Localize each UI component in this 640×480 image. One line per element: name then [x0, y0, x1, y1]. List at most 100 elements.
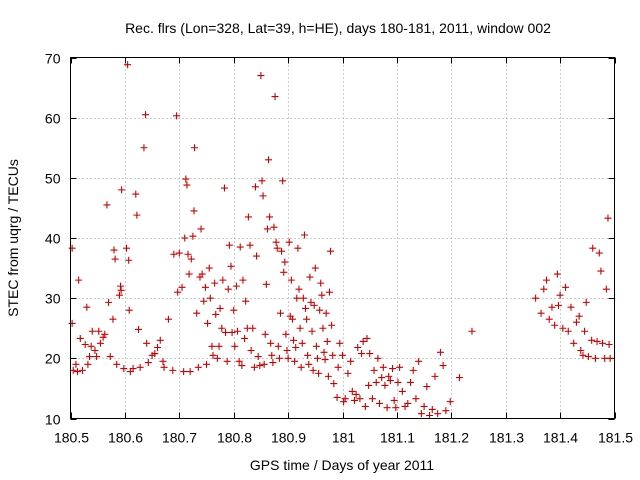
data-point: [356, 395, 364, 403]
data-point: [319, 324, 327, 332]
x-tick-label: 180.9: [271, 430, 306, 446]
data-point: [95, 327, 103, 335]
data-point: [109, 315, 117, 323]
y-tick-label: 60: [45, 111, 61, 127]
y-tick-label: 30: [45, 291, 61, 307]
data-point: [288, 315, 296, 323]
data-point: [84, 360, 92, 368]
data-point: [274, 342, 282, 350]
data-point: [365, 381, 373, 389]
data-point: [242, 297, 250, 305]
data-point: [439, 362, 447, 370]
data-point: [113, 360, 121, 368]
data-point: [287, 276, 295, 284]
data-point: [572, 318, 580, 326]
data-point: [291, 357, 299, 365]
data-point: [76, 334, 84, 342]
data-point: [446, 398, 454, 406]
axis-ticks: [70, 57, 616, 420]
data-point: [272, 238, 280, 246]
data-point: [589, 244, 597, 252]
data-point: [604, 214, 612, 222]
data-point: [340, 398, 348, 406]
data-point: [545, 315, 553, 323]
data-point: [436, 348, 444, 356]
data-point: [156, 336, 164, 344]
data-point: [540, 285, 548, 293]
data-point: [396, 363, 404, 371]
data-point: [407, 378, 414, 386]
data-point: [581, 327, 589, 335]
data-point: [267, 339, 275, 347]
data-point: [269, 359, 277, 367]
data-point: [225, 241, 233, 249]
data-point: [330, 380, 338, 388]
data-point: [392, 404, 400, 412]
data-point: [178, 283, 186, 291]
data-point: [271, 93, 279, 101]
data-point: [101, 330, 109, 338]
data-point: [190, 207, 198, 215]
data-point: [184, 250, 192, 258]
data-point: [118, 186, 126, 194]
grid-lines: [70, 57, 615, 419]
data-point: [442, 407, 450, 415]
data-point: [582, 298, 590, 306]
x-tick-label: 181.4: [543, 430, 578, 446]
data-point: [203, 360, 210, 368]
data-point: [249, 324, 257, 332]
data-point: [91, 347, 99, 355]
data-point: [185, 270, 193, 278]
data-point: [129, 365, 137, 373]
data-point: [246, 241, 254, 249]
data-point: [209, 351, 217, 359]
data-points: [68, 61, 614, 419]
data-point: [268, 351, 276, 359]
data-point: [379, 363, 387, 371]
data-point: [96, 339, 104, 347]
data-point: [187, 255, 195, 263]
data-point: [276, 309, 284, 317]
data-point: [374, 354, 382, 362]
data-point: [74, 368, 82, 376]
data-point: [570, 339, 578, 347]
data-point: [599, 339, 607, 347]
data-point: [257, 72, 265, 80]
data-point: [232, 282, 240, 290]
data-point: [321, 356, 329, 364]
data-point: [324, 372, 332, 380]
data-point: [81, 340, 89, 348]
data-point: [222, 328, 230, 336]
data-point: [354, 344, 362, 352]
data-point: [238, 362, 246, 370]
data-point: [352, 390, 360, 398]
data-point: [201, 283, 209, 291]
data-point: [75, 276, 83, 284]
data-point: [191, 144, 199, 152]
data-point: [317, 279, 325, 287]
x-tick-labels: 180.5 180.6 180.7 180.8 180.9 181 181.1 181.2 18…: [54, 430, 633, 446]
data-point: [320, 348, 328, 356]
data-point: [390, 396, 398, 404]
data-point: [595, 249, 603, 257]
data-point: [305, 360, 313, 368]
data-point: [588, 336, 596, 344]
data-point: [328, 321, 336, 329]
data-point: [302, 304, 310, 312]
data-point: [602, 285, 610, 293]
plot-frame: [70, 57, 615, 419]
data-point: [308, 327, 316, 335]
x-tick-label: 180.6: [108, 430, 143, 446]
data-point: [68, 244, 76, 252]
data-point: [312, 342, 320, 350]
data-point: [169, 366, 177, 374]
x-tick-label: 181.2: [434, 430, 469, 446]
data-point: [72, 360, 80, 368]
data-point: [143, 339, 151, 347]
data-point: [117, 286, 125, 294]
data-point: [284, 354, 292, 362]
data-point: [409, 366, 417, 374]
data-point: [562, 283, 570, 291]
data-point: [420, 402, 428, 410]
data-point: [216, 304, 224, 312]
